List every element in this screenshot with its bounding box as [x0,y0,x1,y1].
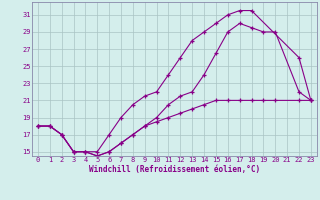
X-axis label: Windchill (Refroidissement éolien,°C): Windchill (Refroidissement éolien,°C) [89,165,260,174]
